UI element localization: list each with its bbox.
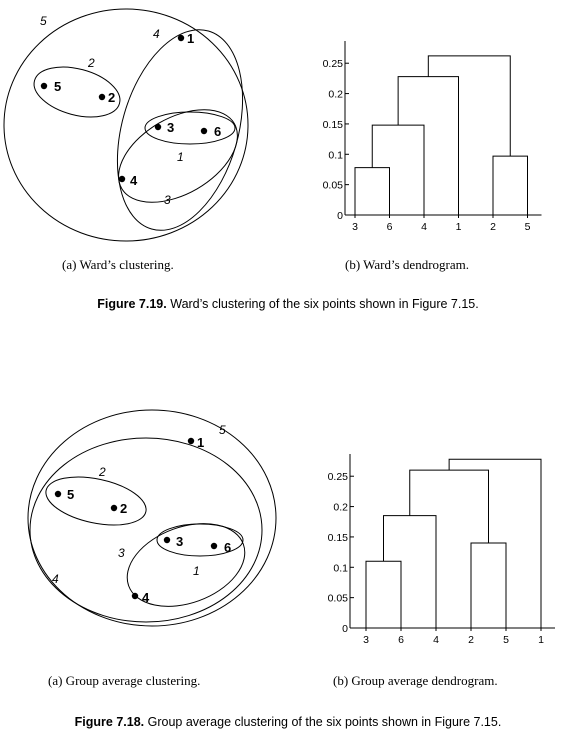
dendrogram-link <box>427 55 511 157</box>
leaf-label: 3 <box>352 221 358 233</box>
cluster-label-4: 4 <box>52 572 59 586</box>
y-tick-label: 0.2 <box>328 89 343 101</box>
caption-number: Figure 7.18. <box>74 715 145 729</box>
subfig-a-label: (a) Ward’s clustering. <box>62 257 174 272</box>
ward-cluster-diagram: 1 2 3 4 5 6 1 2 3 4 5 <box>3 8 249 242</box>
point-label-2: 2 <box>120 501 127 516</box>
dendrogram-link <box>397 76 459 215</box>
dendrogram-link <box>409 469 489 543</box>
caption-text: Group average clustering of the six poin… <box>147 715 502 729</box>
cluster-label-3: 3 <box>164 193 171 207</box>
point-5 <box>40 82 48 90</box>
figure-caption: Figure 7.18. Group average clustering of… <box>0 715 576 729</box>
leaf-label: 6 <box>398 634 404 646</box>
cluster-5-outline <box>3 8 249 242</box>
dendrogram-link <box>492 155 528 215</box>
cluster-5-outline <box>27 409 277 627</box>
cluster-2-outline <box>33 66 121 118</box>
y-tick-label: 0 <box>337 210 343 222</box>
cluster-label-4: 4 <box>153 27 160 41</box>
point-label-4: 4 <box>142 590 150 605</box>
point-5 <box>54 490 62 498</box>
point-4 <box>118 175 126 183</box>
group-average-dendrogram: 0 0.05 0.1 0.15 0.2 0.25 3 6 4 2 5 1 <box>328 454 555 646</box>
point-1 <box>187 437 195 445</box>
leaf-label: 2 <box>490 221 496 233</box>
point-4 <box>131 592 139 600</box>
cluster-label-2: 2 <box>98 465 106 479</box>
leaf-label: 3 <box>363 634 369 646</box>
cluster-label-1: 1 <box>177 150 184 164</box>
cluster-label-5: 5 <box>40 14 47 28</box>
leaf-label: 1 <box>456 221 462 233</box>
cluster-label-3: 3 <box>118 546 125 560</box>
point-label-1: 1 <box>197 435 204 450</box>
point-label-5: 5 <box>54 79 61 94</box>
subfig-a-label: (a) Group average clustering. <box>48 673 201 688</box>
y-tick-label: 0.1 <box>333 562 348 574</box>
ward-dendrogram: 0 0.05 0.1 0.15 0.2 0.25 3 6 4 1 2 5 <box>323 41 542 233</box>
y-tick-label: 0.25 <box>323 58 344 70</box>
y-tick-label: 0.05 <box>328 593 349 605</box>
leaf-label: 4 <box>421 221 427 233</box>
leaf-label: 2 <box>468 634 474 646</box>
cluster-label-2: 2 <box>87 56 95 70</box>
point-label-3: 3 <box>176 534 183 549</box>
subfig-b-label: (b) Ward’s dendrogram. <box>345 257 469 272</box>
figure-group-average: 1 2 3 4 5 6 1 2 3 4 5 0 0.05 0.1 0.15 0.2 0.2… <box>0 360 576 743</box>
cluster-label-5: 5 <box>219 423 226 437</box>
point-1 <box>177 34 185 42</box>
cluster-4-outline <box>29 437 263 623</box>
point-label-6: 6 <box>224 540 231 555</box>
point-label-3: 3 <box>167 120 174 135</box>
dendrogram-link <box>470 542 507 628</box>
cluster-2-outline <box>45 476 147 526</box>
cluster-1-outline <box>156 523 244 557</box>
y-tick-label: 0.15 <box>323 119 344 131</box>
cluster-1-outline <box>144 111 236 145</box>
point-6 <box>200 127 208 135</box>
point-6 <box>210 542 218 550</box>
dendrogram-link <box>383 515 437 628</box>
leaf-label: 5 <box>525 221 531 233</box>
leaf-label: 5 <box>503 634 509 646</box>
point-2 <box>98 93 106 101</box>
dendrogram-link <box>354 167 390 215</box>
point-label-6: 6 <box>214 124 221 139</box>
y-tick-label: 0.05 <box>323 180 344 192</box>
subfig-b-label: (b) Group average dendrogram. <box>333 673 498 688</box>
leaf-label: 1 <box>538 634 544 646</box>
y-tick-label: 0.2 <box>333 502 348 514</box>
y-tick-label: 0.25 <box>328 471 349 483</box>
caption-text: Ward’s clustering of the six points show… <box>170 297 479 311</box>
y-tick-label: 0 <box>342 623 348 635</box>
cluster-3-outline <box>118 109 238 203</box>
point-3 <box>163 536 171 544</box>
dendrogram-link <box>371 124 425 215</box>
leaf-label: 4 <box>433 634 439 646</box>
point-label-4: 4 <box>130 173 138 188</box>
cluster-4-outline <box>116 29 244 231</box>
point-3 <box>154 123 162 131</box>
point-label-5: 5 <box>67 487 74 502</box>
y-tick-label: 0.1 <box>328 149 343 161</box>
point-2 <box>110 504 118 512</box>
y-tick-label: 0.15 <box>328 532 349 544</box>
dendrogram-link <box>448 458 542 628</box>
caption-number: Figure 7.19. <box>97 297 167 311</box>
point-label-2: 2 <box>108 90 115 105</box>
leaf-label: 6 <box>387 221 393 233</box>
group-average-cluster-diagram: 1 2 3 4 5 6 1 2 3 4 5 <box>27 409 277 627</box>
cluster-3-outline <box>126 523 246 607</box>
cluster-label-1: 1 <box>193 564 200 578</box>
figure-caption: Figure 7.19. Ward’s clustering of the si… <box>0 297 576 311</box>
figure-ward: 1 2 3 4 5 6 1 2 3 4 5 0 0.05 0.1 0.15 0.2 0.2… <box>0 0 576 330</box>
point-label-1: 1 <box>187 31 194 46</box>
dendrogram-link <box>365 560 402 628</box>
